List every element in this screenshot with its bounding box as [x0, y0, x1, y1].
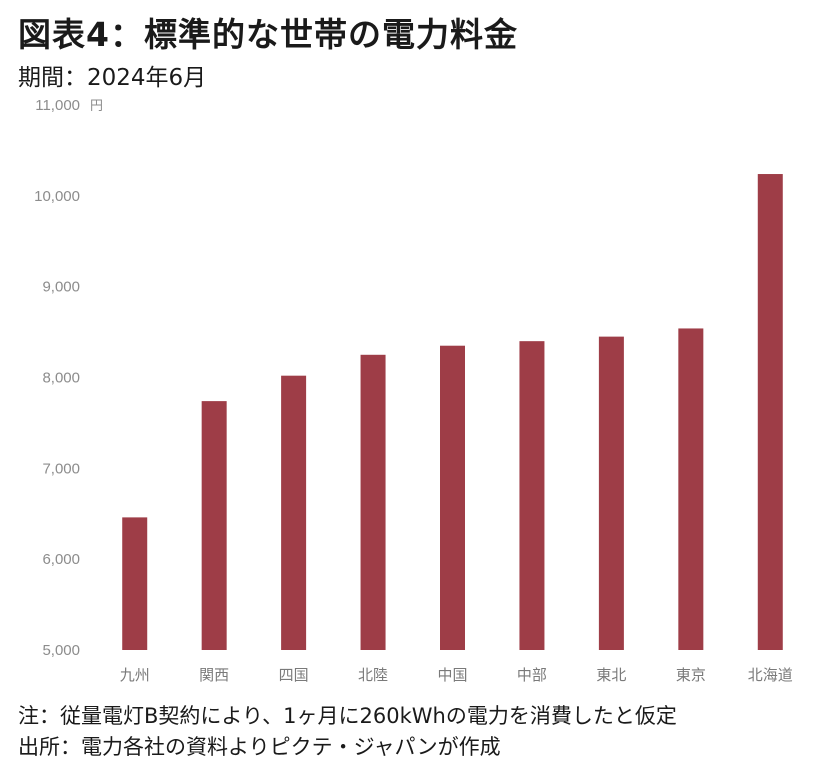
x-category-label: 東北: [596, 666, 626, 684]
y-tick-label: 11,000: [35, 97, 80, 114]
chart-title: 図表4：標準的な世帯の電力料金: [18, 15, 518, 54]
footnote-assumption: 注：従量電灯B契約により、1ヶ月に260kWhの電力を消費したと仮定: [18, 704, 677, 728]
bar: [201, 401, 227, 650]
bar: [281, 375, 307, 650]
x-category-label: 四国: [279, 666, 309, 684]
bar: [757, 174, 783, 650]
bar: [598, 336, 624, 650]
x-category-label: 九州: [120, 666, 150, 684]
x-category-label: 北海道: [748, 666, 793, 684]
y-tick-label: 5,000: [42, 642, 80, 659]
bar: [122, 517, 148, 650]
x-category-label: 関西: [199, 666, 229, 684]
bar: [678, 328, 704, 650]
bar: [360, 354, 386, 650]
y-tick-label: 6,000: [42, 551, 80, 568]
bar-chart-svg: 5,000 6,000 7,000 8,000 9,000 10,000 11,000 円九州…: [34, 97, 793, 684]
x-category-label: 中部: [517, 666, 547, 684]
y-tick-label: 10,000: [34, 188, 80, 205]
x-category-label: 東京: [676, 666, 706, 684]
y-unit-label: 円: [90, 99, 103, 114]
bar: [440, 345, 465, 650]
y-tick-label: 8,000: [42, 370, 80, 387]
footnote-source: 出所：電力各社の資料よりピクテ・ジャパンが作成: [18, 735, 501, 759]
x-category-label: 北陸: [358, 666, 388, 684]
y-tick-label: 7,000: [42, 460, 80, 477]
y-tick-label: 9,000: [42, 279, 80, 296]
period-label: 期間：2024年6月: [18, 65, 207, 91]
bar-chart: 5,000 6,000 7,000 8,000 9,000 10,000 11,000 円九州…: [0, 90, 822, 690]
bar: [519, 341, 545, 650]
x-category-label: 中国: [437, 666, 467, 684]
